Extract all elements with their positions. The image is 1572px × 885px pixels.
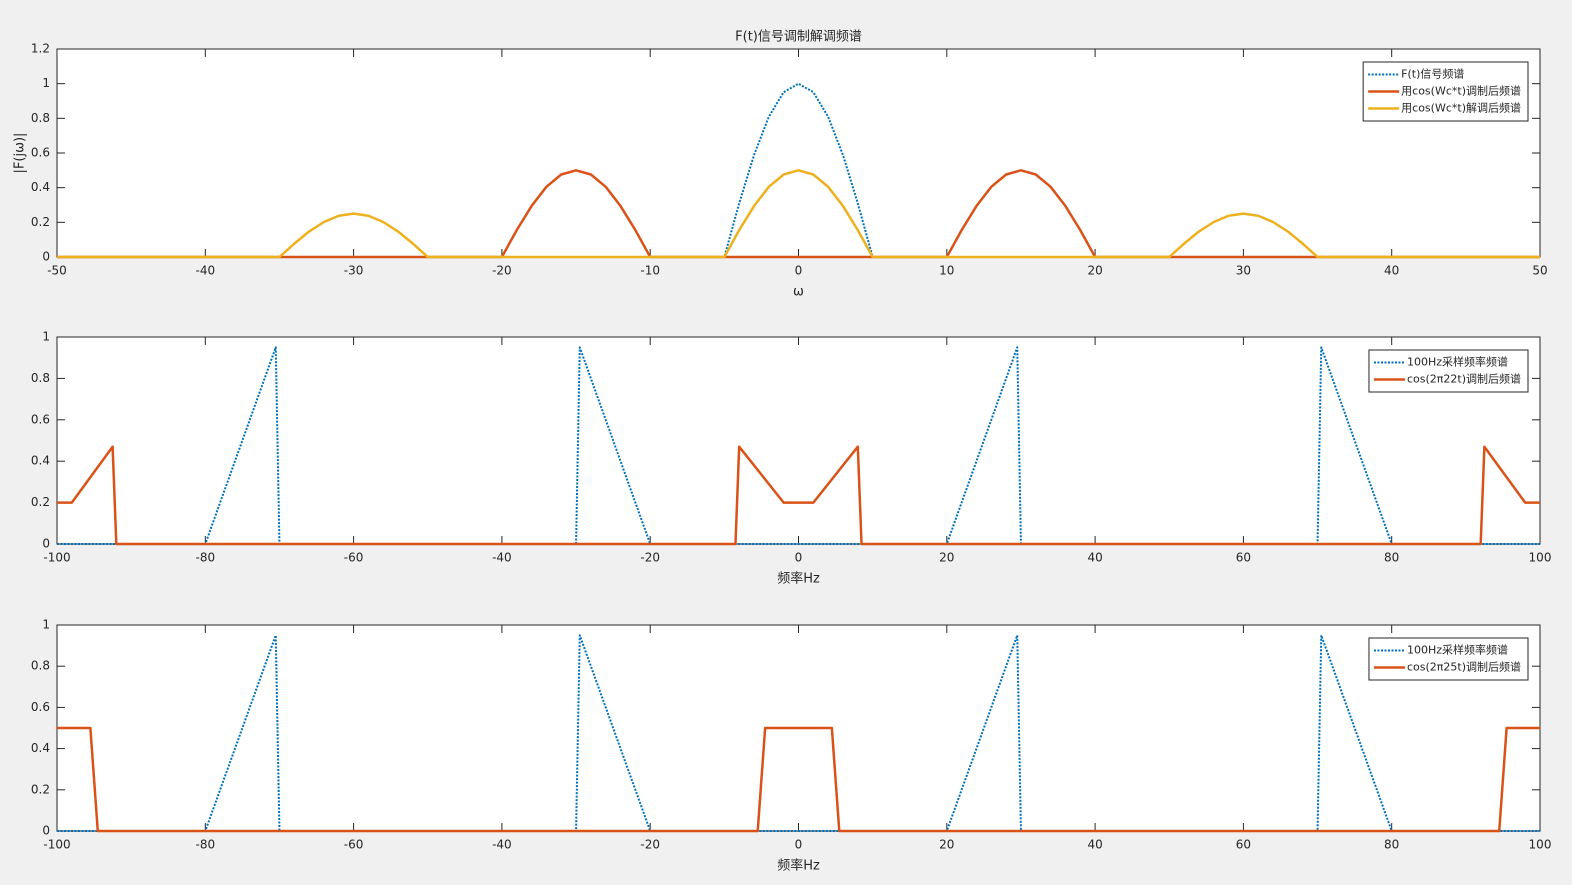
x-tick-label: 20	[939, 551, 954, 565]
chart-title: F(t)信号调制解调频谱	[735, 30, 862, 45]
x-tick-label: -80	[195, 551, 215, 565]
legend-label: cos(2π22t)调制后频谱	[1407, 372, 1521, 386]
plot-area	[56, 336, 1541, 545]
y-tick-label: 0.2	[31, 495, 50, 509]
x-tick-label: 40	[1087, 551, 1102, 565]
x-axis-label: ω	[793, 285, 804, 300]
series-line	[57, 169, 1540, 259]
y-tick-label: 0.6	[31, 700, 50, 714]
x-tick-label: 0	[795, 838, 803, 852]
x-tick-label: 50	[1532, 264, 1547, 278]
legend-label: cos(2π25t)调制后频谱	[1407, 660, 1521, 674]
x-axis-label: 频率Hz	[777, 858, 820, 874]
x-tick-label: -40	[195, 264, 215, 278]
x-tick-label: -40	[492, 838, 512, 852]
x-tick-label: 20	[939, 838, 954, 852]
x-tick-label: 30	[1236, 264, 1251, 278]
x-tick-label: 60	[1236, 838, 1251, 852]
x-tick-label: -20	[640, 838, 660, 852]
series-line	[57, 169, 1540, 259]
x-tick-label: -30	[344, 264, 364, 278]
x-tick-label: -40	[492, 551, 512, 565]
x-tick-label: 100	[1529, 838, 1552, 852]
series-line	[57, 726, 1540, 833]
x-tick-label: 80	[1384, 838, 1399, 852]
x-tick-label: 80	[1384, 551, 1399, 565]
x-tick-label: 10	[939, 264, 954, 278]
x-tick-label: 40	[1384, 264, 1399, 278]
x-tick-label: -80	[195, 838, 215, 852]
x-tick-label: -60	[344, 551, 364, 565]
y-tick-label: 0.2	[31, 782, 50, 796]
x-tick-label: 60	[1236, 551, 1251, 565]
y-tick-label: 1	[42, 330, 50, 344]
y-tick-label: 0.6	[31, 412, 50, 426]
legend-label: 用cos(Wc*t)调制后频谱	[1401, 84, 1521, 98]
y-tick-label: 1	[42, 618, 50, 632]
legend-label: 100Hz采样频率频谱	[1407, 643, 1508, 657]
y-tick-label: 0.4	[31, 180, 50, 194]
y-tick-label: 0.6	[31, 146, 50, 160]
y-tick-label: 0.8	[31, 659, 50, 673]
legend-label: 用cos(Wc*t)解调后频谱	[1401, 101, 1521, 115]
y-tick-label: 0.8	[31, 371, 50, 385]
legend-box	[1368, 349, 1529, 393]
y-tick-label: 0.4	[31, 454, 50, 468]
x-tick-label: 100	[1529, 551, 1552, 565]
x-tick-label: -10	[640, 264, 660, 278]
legend-label: 100Hz采样频率频谱	[1407, 355, 1508, 369]
x-tick-label: -100	[43, 551, 70, 565]
y-tick-label: 0	[42, 537, 50, 551]
x-tick-label: -60	[344, 838, 364, 852]
plot-area	[56, 48, 1541, 258]
x-tick-label: -100	[43, 838, 70, 852]
y-tick-label: 0.4	[31, 741, 50, 755]
x-tick-label: -20	[492, 264, 512, 278]
x-tick-label: -50	[47, 264, 67, 278]
y-tick-label: 1	[42, 76, 50, 90]
series-line	[57, 634, 1540, 832]
series-line	[57, 82, 1540, 258]
x-tick-label: 40	[1087, 838, 1102, 852]
legend-box	[1368, 637, 1529, 681]
y-axis-label: |F(jω)|	[13, 133, 28, 174]
y-tick-label: 0.8	[31, 111, 50, 125]
series-line	[57, 445, 1540, 546]
x-axis-label: 频率Hz	[777, 571, 820, 587]
series-line	[57, 346, 1540, 545]
x-tick-label: 0	[795, 551, 803, 565]
y-tick-label: 0	[42, 824, 50, 838]
y-tick-label: 1.2	[31, 42, 50, 56]
x-tick-label: 20	[1087, 264, 1102, 278]
legend-label: F(t)信号频谱	[1401, 67, 1464, 81]
y-tick-label: 0.2	[31, 215, 50, 229]
x-tick-label: -20	[640, 551, 660, 565]
x-tick-label: 0	[795, 264, 803, 278]
y-tick-label: 0	[42, 250, 50, 264]
